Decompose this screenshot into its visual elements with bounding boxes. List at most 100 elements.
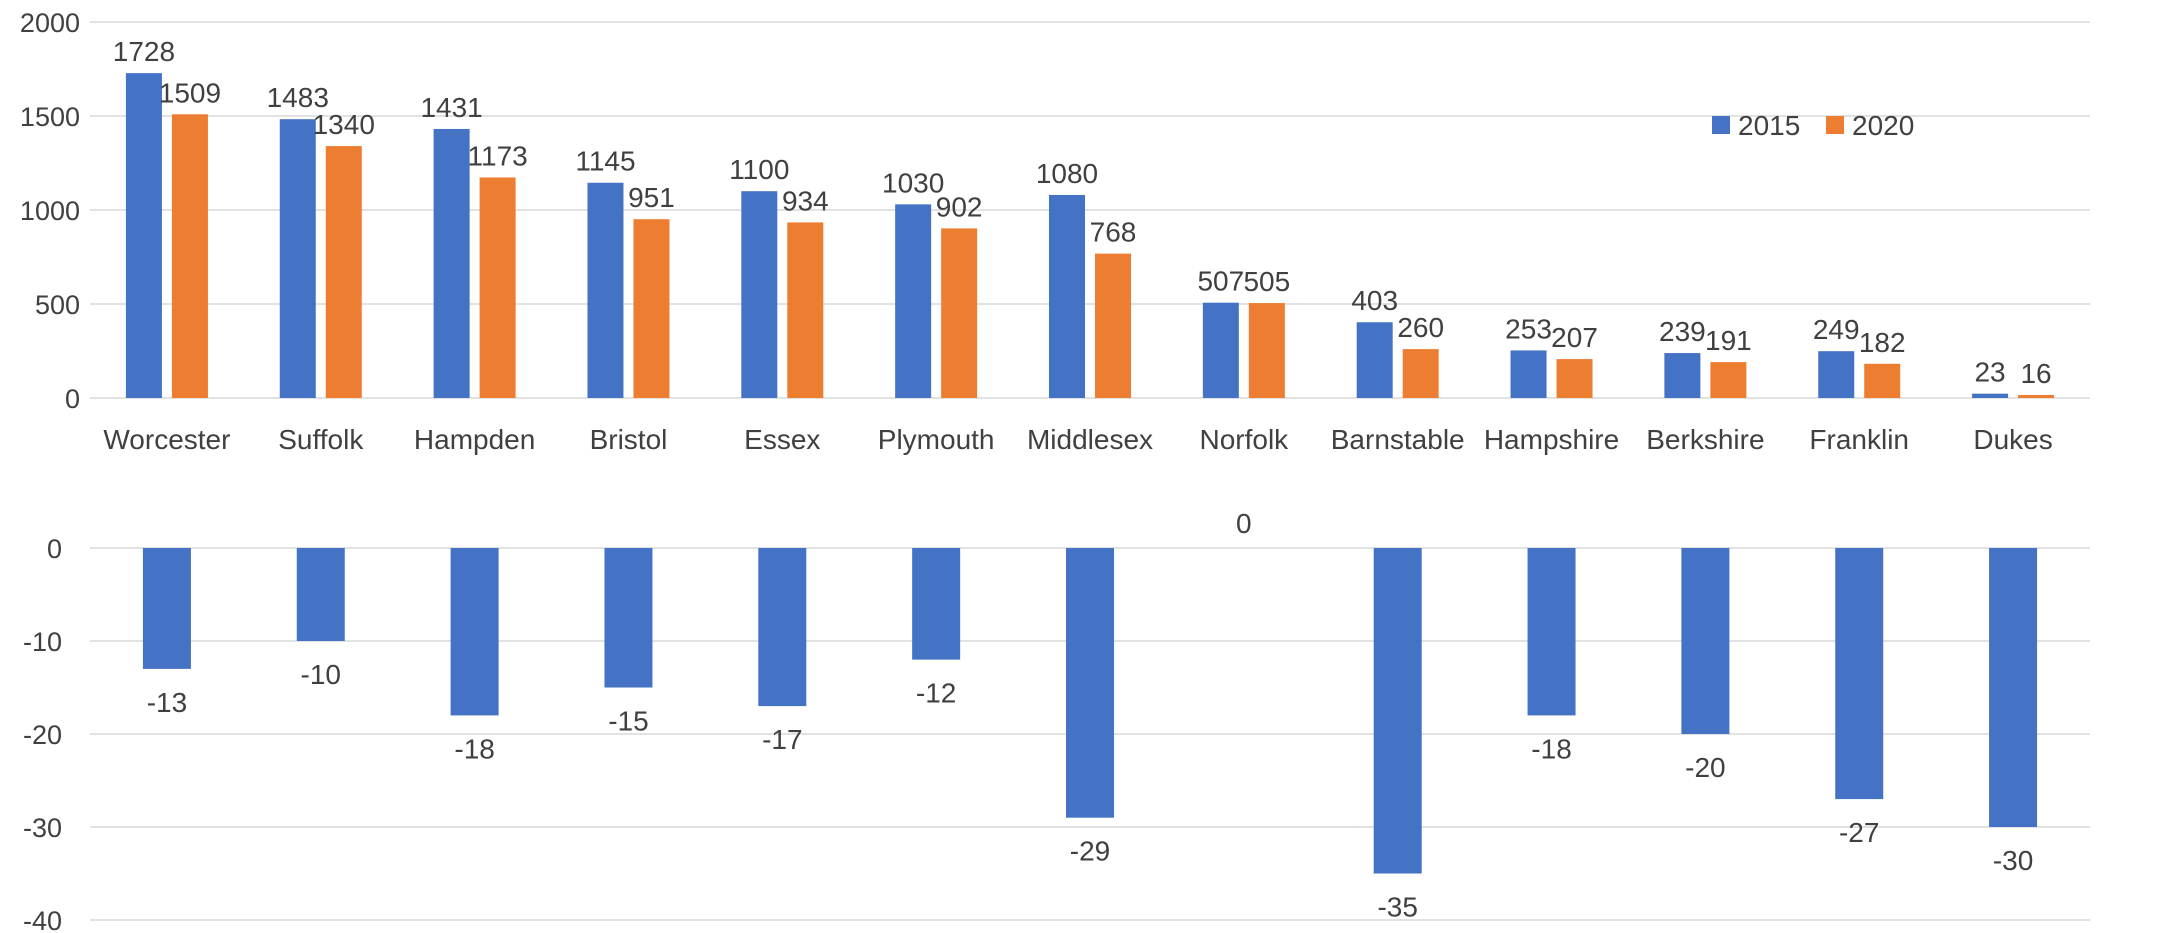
top-category-label: Barnstable bbox=[1331, 424, 1465, 455]
top-data-label: 505 bbox=[1243, 266, 1290, 297]
bottom-data-label: -10 bbox=[301, 659, 341, 690]
top-data-label: 182 bbox=[1859, 327, 1906, 358]
bottom-y-tick-label: -10 bbox=[23, 627, 62, 657]
bottom-data-label: -29 bbox=[1070, 836, 1110, 867]
top-data-label: 1030 bbox=[882, 167, 944, 198]
bottom-bar bbox=[450, 548, 499, 716]
top-bar-2020 bbox=[2018, 394, 2055, 398]
top-data-label: 249 bbox=[1813, 314, 1860, 345]
bottom-data-label: -18 bbox=[454, 733, 494, 764]
bottom-data-label: -17 bbox=[762, 724, 802, 755]
bottom-data-label: -12 bbox=[916, 678, 956, 709]
bottom-data-label: -13 bbox=[147, 687, 187, 718]
bottom-data-label: -27 bbox=[1839, 817, 1879, 848]
top-bar-2020 bbox=[941, 228, 978, 398]
top-data-label: 1173 bbox=[468, 140, 528, 171]
top-bar-2015 bbox=[895, 204, 932, 398]
bottom-bar bbox=[1681, 548, 1730, 734]
top-category-label: Bristol bbox=[590, 424, 668, 455]
bottom-bar bbox=[912, 548, 961, 660]
bottom-y-tick-label: 0 bbox=[47, 534, 62, 564]
top-bar-2020 bbox=[1248, 303, 1285, 398]
top-category-label: Hampshire bbox=[1484, 424, 1619, 455]
top-data-label: 1509 bbox=[159, 77, 221, 108]
bottom-bar bbox=[296, 548, 345, 641]
top-category-label: Essex bbox=[744, 424, 820, 455]
top-data-label: 16 bbox=[2020, 358, 2051, 389]
bottom-bar bbox=[142, 548, 191, 669]
top-category-label: Berkshire bbox=[1646, 424, 1764, 455]
top-data-label: 507 bbox=[1197, 266, 1244, 297]
top-data-label: 260 bbox=[1397, 312, 1444, 343]
bottom-bar bbox=[1527, 548, 1576, 716]
top-category-label: Dukes bbox=[1973, 424, 2052, 455]
top-category-label: Franklin bbox=[1809, 424, 1909, 455]
bottom-y-tick-label: -30 bbox=[23, 813, 62, 843]
top-bar-2020 bbox=[479, 177, 516, 398]
top-bar-2015 bbox=[1972, 393, 2009, 398]
top-data-label: 23 bbox=[1974, 357, 2005, 388]
top-data-label: 191 bbox=[1705, 325, 1752, 356]
legend-swatch-2020 bbox=[1826, 116, 1844, 134]
bottom-bar bbox=[1066, 548, 1114, 818]
top-category-label: Suffolk bbox=[278, 424, 364, 455]
top-data-label: 1080 bbox=[1036, 158, 1098, 189]
top-data-label: 239 bbox=[1659, 316, 1706, 347]
top-bar-2015 bbox=[433, 128, 470, 399]
top-bar-2020 bbox=[1402, 349, 1439, 398]
top-y-tick-label: 1000 bbox=[20, 196, 80, 226]
top-bar-2020 bbox=[633, 219, 670, 398]
top-data-label: 951 bbox=[628, 182, 675, 213]
top-y-tick-label: 500 bbox=[35, 290, 80, 320]
top-category-label: Middlesex bbox=[1027, 424, 1153, 455]
top-data-label: 207 bbox=[1551, 322, 1598, 353]
bottom-data-label: -35 bbox=[1377, 892, 1417, 923]
bottom-bar bbox=[604, 548, 653, 688]
bottom-bar bbox=[1373, 548, 1422, 874]
bottom-data-label: -18 bbox=[1531, 733, 1571, 764]
top-data-label: 1145 bbox=[575, 146, 635, 177]
top-category-label: Norfolk bbox=[1199, 424, 1289, 455]
top-data-label: 1100 bbox=[729, 154, 789, 185]
top-data-label: 403 bbox=[1351, 285, 1398, 316]
top-bar-2015 bbox=[1049, 194, 1085, 398]
top-category-label: Hampden bbox=[414, 424, 535, 455]
top-bar-2015 bbox=[279, 119, 316, 399]
bottom-bar bbox=[1835, 548, 1884, 800]
top-category-label: Worcester bbox=[103, 424, 230, 455]
top-bar-2020 bbox=[325, 146, 362, 398]
top-data-label: 902 bbox=[936, 191, 983, 222]
bottom-data-label: -15 bbox=[608, 706, 648, 737]
top-data-label: 253 bbox=[1505, 313, 1552, 344]
legend-label-2015: 2015 bbox=[1738, 110, 1800, 141]
top-bar-2015 bbox=[741, 191, 778, 398]
top-data-label: 934 bbox=[782, 185, 829, 216]
bottom-y-tick-label: -20 bbox=[23, 720, 62, 750]
top-data-label: 1340 bbox=[313, 109, 375, 140]
top-legend: 2015 2020 bbox=[1712, 110, 1914, 141]
bottom-bar bbox=[758, 548, 807, 707]
top-data-label: 768 bbox=[1090, 217, 1137, 248]
top-bar-2015 bbox=[587, 182, 624, 398]
top-bar-2020 bbox=[171, 114, 208, 399]
bottom-data-label: 0 bbox=[1236, 508, 1252, 539]
legend-swatch-2015 bbox=[1712, 116, 1730, 134]
top-bar-2020 bbox=[1710, 362, 1747, 398]
top-y-tick-label: 1500 bbox=[20, 102, 80, 132]
bottom-data-label: -20 bbox=[1685, 752, 1725, 783]
bottom-bar bbox=[1989, 548, 2038, 827]
top-bar-2015 bbox=[1510, 350, 1547, 398]
top-bar-2020 bbox=[787, 222, 824, 398]
top-y-tick-label: 2000 bbox=[20, 8, 80, 38]
top-bar-2020 bbox=[1864, 363, 1901, 398]
top-bar-2015 bbox=[1202, 302, 1239, 398]
top-bar-2020 bbox=[1095, 253, 1131, 398]
top-bar-2015 bbox=[125, 73, 162, 399]
bottom-bar-chart: 0 -10 -20 -30 -40 -13 -10 -18 -15 -17 -12 -29 0 -35 -1… bbox=[23, 508, 2090, 933]
top-y-tick-label: 0 bbox=[65, 384, 80, 414]
top-bar-2015 bbox=[1664, 353, 1701, 398]
top-data-label: 1431 bbox=[420, 92, 482, 123]
top-category-label: Plymouth bbox=[878, 424, 995, 455]
top-data-label: 1728 bbox=[113, 36, 175, 67]
